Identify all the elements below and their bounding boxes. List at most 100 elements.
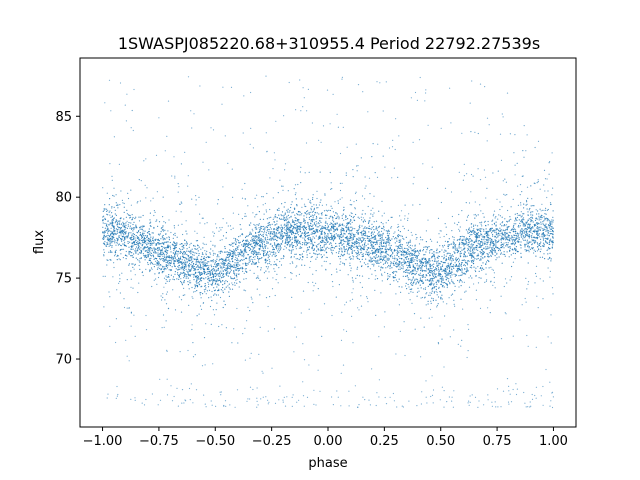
data-point	[517, 234, 520, 236]
data-point	[478, 270, 480, 272]
data-point	[219, 278, 221, 280]
data-point	[514, 239, 516, 241]
data-point	[374, 270, 376, 272]
data-point	[485, 248, 487, 250]
data-point	[289, 250, 291, 252]
data-point	[193, 279, 195, 281]
data-point	[536, 242, 538, 244]
data-point	[150, 267, 153, 269]
data-point	[340, 231, 342, 233]
data-point	[357, 245, 359, 248]
data-point	[138, 246, 140, 248]
data-point	[227, 270, 229, 272]
data-point	[530, 217, 532, 219]
data-point	[355, 243, 357, 245]
data-point	[373, 265, 375, 267]
data-point	[470, 260, 472, 262]
data-point	[472, 225, 475, 227]
data-point	[174, 246, 176, 248]
data-point	[551, 246, 553, 248]
data-point	[488, 267, 490, 269]
data-point	[516, 241, 518, 243]
data-point	[481, 254, 483, 256]
data-point	[551, 233, 553, 235]
data-point	[341, 215, 343, 217]
data-point	[243, 289, 245, 291]
data-point	[163, 266, 165, 268]
data-point	[481, 269, 483, 271]
data-point	[466, 244, 468, 246]
data-point	[259, 230, 261, 232]
data-point	[524, 229, 526, 231]
data-point	[368, 259, 370, 261]
data-point	[391, 262, 393, 264]
data-point	[480, 252, 482, 254]
data-point	[307, 210, 309, 212]
data-point	[361, 258, 363, 260]
data-point	[146, 235, 148, 237]
data-point	[514, 250, 517, 252]
data-point	[496, 257, 498, 259]
data-point	[197, 278, 200, 280]
data-point	[315, 245, 317, 247]
data-point	[265, 270, 267, 272]
data-point	[230, 244, 232, 246]
data-point	[134, 250, 136, 252]
data-point	[483, 239, 485, 241]
data-point	[146, 249, 148, 252]
data-point	[359, 239, 361, 241]
data-point	[414, 266, 416, 269]
data-point	[237, 263, 239, 265]
data-point	[357, 229, 359, 231]
data-point	[311, 239, 313, 241]
data-point	[276, 217, 278, 219]
data-point	[532, 221, 534, 223]
data-point	[468, 231, 471, 234]
data-point	[298, 211, 301, 213]
data-point	[420, 287, 422, 289]
data-point	[133, 228, 135, 230]
data-point	[531, 220, 533, 222]
data-point	[420, 268, 422, 270]
data-point	[421, 267, 423, 269]
data-point	[304, 244, 306, 246]
data-point	[265, 266, 267, 268]
data-point	[491, 249, 493, 251]
data-point	[254, 256, 256, 258]
data-point	[123, 229, 125, 231]
data-point	[158, 272, 160, 274]
data-point	[504, 225, 506, 227]
data-point	[526, 221, 529, 223]
data-point	[117, 244, 119, 246]
data-point	[201, 277, 203, 279]
data-point	[448, 278, 450, 280]
data-point	[166, 257, 168, 259]
data-point	[412, 260, 414, 262]
data-point	[213, 278, 215, 281]
data-point	[441, 255, 443, 258]
data-point	[314, 214, 316, 216]
data-point	[106, 210, 108, 212]
data-point	[110, 227, 112, 229]
data-point	[249, 260, 251, 262]
data-point	[475, 270, 477, 273]
data-point	[387, 242, 389, 244]
data-point	[228, 244, 230, 246]
data-point	[527, 246, 529, 248]
data-point	[109, 242, 111, 245]
data-point	[550, 228, 553, 230]
data-point	[184, 257, 186, 259]
data-point	[536, 236, 538, 239]
data-point	[435, 260, 437, 262]
data-point	[232, 245, 234, 247]
data-point	[399, 244, 401, 246]
data-point	[458, 264, 460, 266]
data-point	[510, 243, 512, 245]
data-point	[539, 229, 541, 231]
data-point	[310, 243, 312, 245]
data-point	[405, 258, 408, 260]
data-point	[162, 251, 164, 253]
data-point	[239, 268, 241, 270]
data-point	[499, 229, 501, 231]
data-point	[327, 236, 329, 238]
